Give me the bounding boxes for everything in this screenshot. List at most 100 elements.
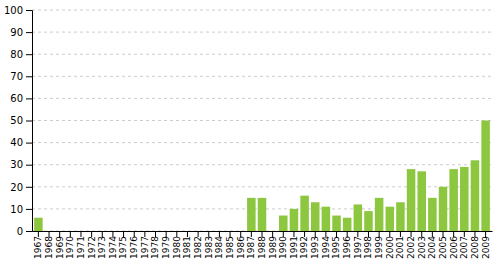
bar — [173, 231, 182, 232]
tick-label: 1999 — [374, 236, 384, 259]
tick-label: 1991 — [289, 236, 299, 259]
bar — [194, 231, 203, 232]
tick-label: 1967 — [33, 236, 43, 259]
tick: 1976 — [129, 231, 139, 259]
tick: 1999 — [374, 231, 384, 259]
tick-label: 1983 — [204, 236, 214, 259]
bar — [258, 198, 267, 231]
bar — [481, 121, 490, 232]
tick: 20 — [10, 182, 32, 193]
tick-label: 1987 — [246, 236, 256, 259]
grid-line — [32, 142, 492, 143]
bar — [290, 209, 299, 231]
tick-label: 1969 — [55, 236, 65, 259]
tick: 1993 — [310, 231, 320, 259]
tick: 1967 — [33, 231, 43, 259]
tick: 1997 — [353, 231, 363, 259]
bar — [87, 231, 96, 232]
bar — [130, 231, 139, 232]
tick-label: 40 — [10, 137, 23, 148]
tick-mark — [26, 231, 32, 232]
bar — [226, 231, 235, 232]
bar — [439, 187, 448, 231]
bar — [34, 218, 43, 231]
bar — [311, 202, 320, 231]
bar — [236, 231, 245, 232]
tick: 1988 — [257, 231, 267, 259]
tick-mark — [26, 98, 32, 99]
tick-label: 1982 — [193, 236, 203, 259]
tick-label: 2006 — [449, 236, 459, 259]
tick: 1979 — [161, 231, 171, 259]
bar — [396, 202, 405, 231]
tick: 1977 — [140, 231, 150, 259]
tick-label: 80 — [10, 49, 23, 60]
tick-label: 1979 — [161, 236, 171, 259]
bar — [417, 171, 426, 231]
tick-label: 1997 — [353, 236, 363, 259]
tick-label: 2007 — [459, 236, 469, 259]
tick: 1975 — [118, 231, 128, 259]
bar — [119, 231, 128, 232]
tick-mark — [26, 76, 32, 77]
tick: 1970 — [65, 231, 75, 259]
tick-label: 1973 — [97, 236, 107, 259]
tick-label: 1968 — [44, 236, 54, 259]
tick: 100 — [4, 5, 32, 16]
bar — [109, 231, 118, 232]
tick-label: 2003 — [417, 236, 427, 259]
tick-label: 2009 — [480, 236, 490, 259]
tick-label: 30 — [10, 159, 23, 170]
tick-label: 1972 — [87, 236, 97, 259]
tick-label: 1981 — [182, 236, 192, 259]
tick: 2005 — [438, 231, 448, 259]
tick: 1985 — [225, 231, 235, 259]
tick: 1968 — [44, 231, 54, 259]
grid-line — [32, 164, 492, 165]
tick-label: 1994 — [321, 236, 331, 259]
tick-label: 1980 — [172, 236, 182, 259]
tick: 60 — [10, 93, 32, 104]
axis-line — [26, 11, 33, 232]
tick-label: 2005 — [438, 236, 448, 259]
tick: 30 — [10, 159, 32, 170]
tick-label: 2004 — [427, 236, 437, 259]
bar — [279, 216, 288, 231]
tick: 2009 — [480, 231, 490, 259]
tick-label: 0 — [17, 226, 23, 237]
tick: 1980 — [172, 231, 182, 259]
tick-mark — [26, 10, 32, 11]
tick-label: 70 — [10, 71, 23, 82]
tick-mark — [26, 165, 32, 166]
tick-label: 1986 — [236, 236, 246, 259]
tick-mark — [26, 143, 32, 144]
tick: 1995 — [331, 231, 341, 259]
tick: 1992 — [299, 231, 309, 259]
tick-label: 1976 — [129, 236, 139, 259]
tick-label: 1990 — [278, 236, 288, 259]
tick: 1991 — [289, 231, 299, 259]
bar — [428, 198, 437, 231]
tick: 1969 — [55, 231, 65, 259]
plot: 1967196819691970197119721973197419751976… — [4, 5, 493, 259]
tick: 2000 — [385, 231, 395, 259]
tick: 1986 — [236, 231, 246, 259]
tick: 40 — [10, 137, 32, 148]
bar — [55, 231, 64, 232]
bar — [407, 169, 416, 231]
bar — [449, 169, 458, 231]
bar — [183, 231, 192, 232]
bar — [77, 231, 86, 232]
grid-line — [32, 98, 492, 99]
bar — [460, 167, 469, 231]
tick: 2003 — [417, 231, 427, 259]
bar — [151, 231, 160, 232]
tick-label: 100 — [4, 5, 23, 16]
tick: 1971 — [76, 231, 86, 259]
bar — [45, 231, 54, 232]
tick: 1994 — [321, 231, 331, 259]
tick: 1974 — [108, 231, 118, 259]
tick: 1984 — [214, 231, 224, 259]
tick-label: 1971 — [76, 236, 86, 259]
tick-mark — [26, 121, 32, 122]
